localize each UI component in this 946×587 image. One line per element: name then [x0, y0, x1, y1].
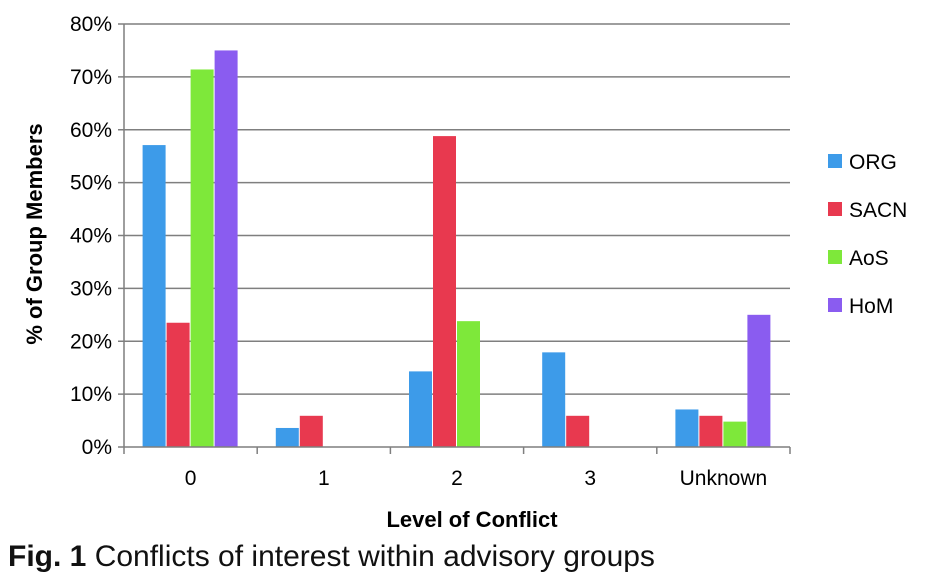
x-tick-label: 1: [318, 467, 330, 490]
figure-label: Fig. 1: [8, 540, 87, 573]
legend-label-hom: HoM: [849, 295, 893, 318]
y-tick-label: 70%: [70, 66, 112, 89]
x-tick-label: Unknown: [680, 467, 768, 490]
y-tick-label: 40%: [70, 225, 112, 248]
y-tick-label: 80%: [70, 13, 112, 36]
bar-sacn-0: [166, 322, 190, 447]
bar-sacn-1: [299, 415, 323, 447]
bar-aos-unknown: [723, 421, 747, 447]
bar-org-unknown: [675, 409, 699, 447]
bar-org-0: [142, 145, 166, 448]
y-tick-label: 0%: [82, 436, 112, 459]
bar-aos-0: [190, 69, 214, 447]
bar-sacn-3: [566, 415, 590, 447]
bar-chart: 0% 10% 20% 30% 40% 50% 60% 70% 80% 0 1 2 3 Unknown Le…: [22, 13, 907, 532]
tick-labels: 0% 10% 20% 30% 40% 50% 60% 70% 80% 0 1 2 3 Unknown: [70, 13, 767, 490]
y-tick-label: 20%: [70, 330, 112, 353]
x-axis-title: Level of Conflict: [386, 507, 558, 532]
y-tick-label: 50%: [70, 172, 112, 195]
bar-org-2: [409, 371, 432, 447]
figure-caption-text: Conflicts of interest within advisory gr…: [94, 540, 655, 573]
bar-org-3: [542, 352, 566, 447]
bars: [142, 50, 771, 448]
bar-hom-0: [214, 50, 238, 447]
y-tick-label: 60%: [70, 119, 112, 142]
x-tick-label: 0: [185, 467, 197, 490]
x-tick-label: 3: [584, 467, 596, 490]
bar-org-1: [275, 427, 299, 447]
axes: [123, 24, 791, 454]
legend-swatch-org: [828, 154, 842, 168]
bar-aos-2: [457, 321, 480, 447]
bar-sacn-2: [433, 136, 456, 447]
y-tick-label: 10%: [70, 383, 112, 406]
legend-swatch-sacn: [828, 202, 842, 216]
bar-sacn-unknown: [699, 415, 723, 447]
bar-hom-unknown: [747, 314, 771, 447]
x-tick-label: 2: [451, 467, 463, 490]
legend-swatch-aos: [828, 250, 842, 264]
legend: ORG SACN AoS HoM: [828, 151, 907, 318]
y-axis-title: % of Group Members: [22, 123, 47, 344]
legend-label-aos: AoS: [849, 247, 889, 270]
figure-caption: Fig. 1 Conflicts of interest within advi…: [8, 540, 655, 574]
legend-swatch-hom: [828, 298, 842, 312]
y-tick-label: 30%: [70, 277, 112, 300]
legend-label-org: ORG: [849, 151, 897, 174]
legend-label-sacn: SACN: [849, 199, 907, 222]
